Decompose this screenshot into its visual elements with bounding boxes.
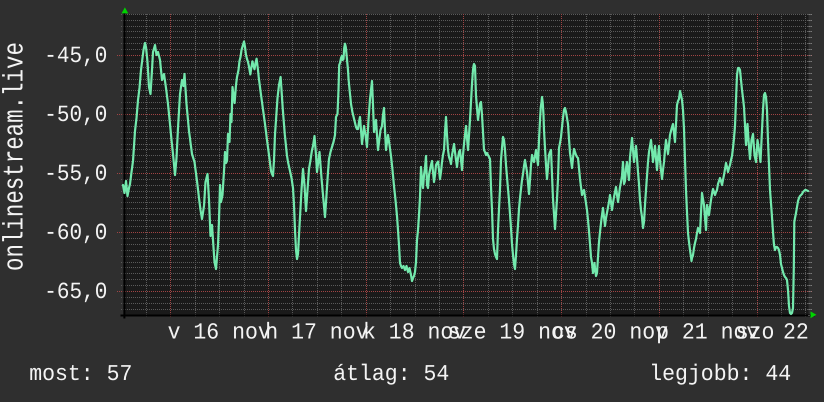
svg-text:v 16 nov: v 16 nov — [168, 320, 271, 346]
svg-text:sze 19 nov: sze 19 nov — [448, 320, 577, 346]
svg-text:22: 22 — [783, 320, 809, 346]
svg-text:-45,0: -45,0 — [44, 44, 107, 69]
svg-text:-55,0: -55,0 — [44, 162, 107, 187]
svg-text:-65,0: -65,0 — [44, 280, 107, 305]
svg-text:-50,0: -50,0 — [44, 103, 107, 128]
svg-text:átlag: 54: átlag: 54 — [333, 362, 449, 387]
svg-text:k 18 nov: k 18 nov — [363, 320, 466, 346]
svg-text:h 17 nov: h 17 nov — [265, 320, 368, 346]
svg-text:legjobb: 44: legjobb: 44 — [649, 362, 791, 387]
svg-text:onlinestream.live: onlinestream.live — [0, 42, 32, 271]
svg-text:p 21 nov: p 21 nov — [656, 320, 759, 346]
svg-text:most: 57: most: 57 — [29, 362, 132, 387]
svg-text:szo: szo — [736, 320, 775, 346]
svg-text:-60,0: -60,0 — [44, 221, 107, 246]
svg-text:cs 20 nov: cs 20 nov — [552, 320, 668, 346]
